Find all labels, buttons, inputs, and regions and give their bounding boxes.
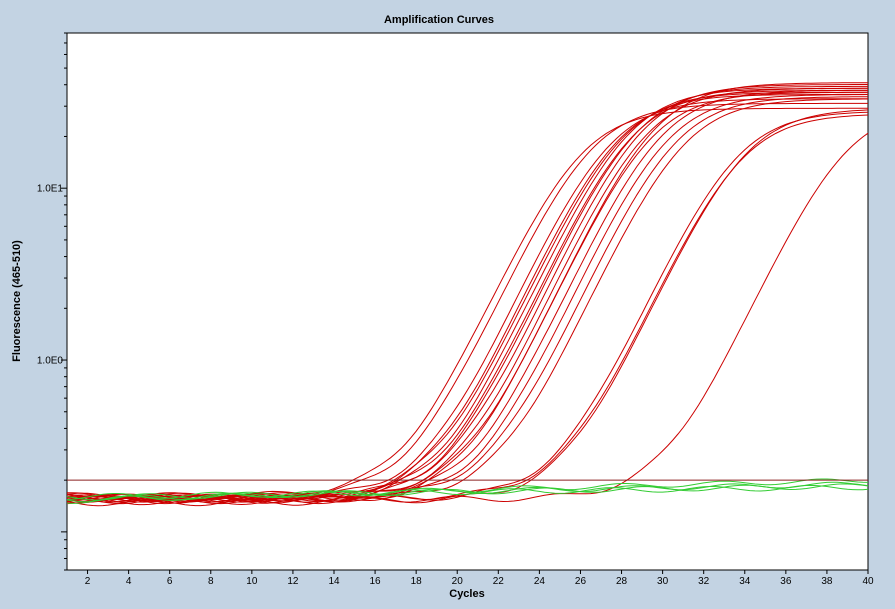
amplification-curve [66, 94, 869, 504]
x-tick-label: 36 [780, 576, 792, 587]
x-tick-label: 32 [698, 576, 710, 587]
x-tick-label: 24 [534, 576, 546, 587]
amplification-curve [66, 82, 868, 507]
x-tick-label: 16 [370, 576, 382, 587]
negative-control-curve [66, 484, 869, 501]
x-tick-label: 6 [167, 576, 173, 587]
x-tick-label: 14 [328, 576, 340, 587]
chart-title: Amplification Curves [384, 14, 494, 26]
amplification-curve [66, 98, 868, 503]
x-tick-label: 30 [657, 576, 669, 587]
x-tick-label: 18 [411, 576, 423, 587]
x-axis-label: Cycles [449, 588, 484, 600]
amplification-curve [66, 132, 869, 503]
x-tick-label: 12 [287, 576, 299, 587]
series-layer [66, 82, 869, 507]
x-tick-label: 4 [126, 576, 132, 587]
x-tick-label: 8 [208, 576, 214, 587]
y-tick-label: 1.0E0 [37, 356, 64, 367]
x-tick-label: 20 [452, 576, 464, 587]
x-tick-label: 38 [821, 576, 833, 587]
x-tick-label: 22 [493, 576, 505, 587]
x-tick-label: 26 [575, 576, 587, 587]
axis-ticks: 2 4 6 8 10 12 14 16 18 20 22 24 26 28 30 32 34 36 38 401.0E… [37, 32, 874, 587]
x-tick-label: 2 [85, 576, 91, 587]
y-tick-label: 1.0E1 [37, 184, 64, 195]
plot-area [66, 32, 869, 571]
x-tick-label: 28 [616, 576, 628, 587]
x-tick-label: 34 [739, 576, 751, 587]
amplification-curve [66, 96, 868, 501]
x-tick-label: 10 [246, 576, 258, 587]
x-tick-label: 40 [862, 576, 874, 587]
y-axis-label: Fluorescence (465-510) [11, 240, 23, 362]
negative-control-curve [66, 478, 869, 504]
amplification-curve [66, 93, 868, 503]
